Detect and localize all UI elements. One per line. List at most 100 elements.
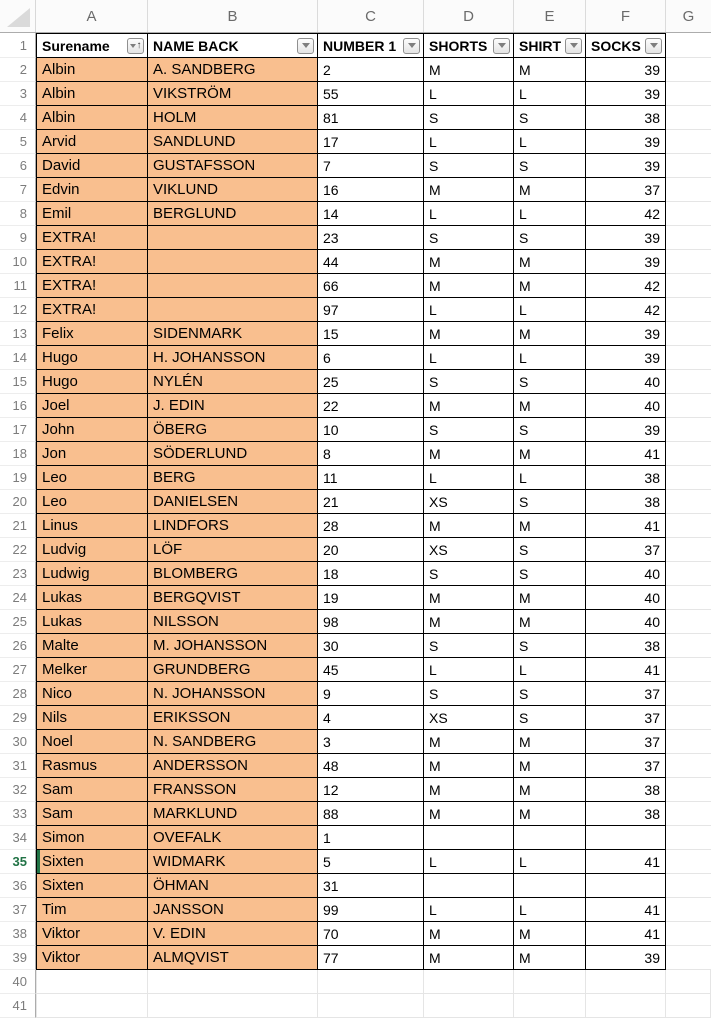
cell-D37[interactable]: L — [424, 898, 514, 922]
cell-G34[interactable] — [666, 826, 711, 850]
cell-C6[interactable]: 7 — [318, 154, 424, 178]
cell-B7[interactable]: VIKLUND — [148, 178, 318, 202]
cell-D18[interactable]: M — [424, 442, 514, 466]
cell-G8[interactable] — [666, 202, 711, 226]
row-header-8[interactable]: 8 — [0, 202, 36, 226]
header-cell-socks[interactable]: SOCKS — [586, 33, 666, 58]
cell-B16[interactable]: J. EDIN — [148, 394, 318, 418]
column-header-E[interactable]: E — [514, 0, 586, 32]
cell-F36[interactable] — [586, 874, 666, 898]
row-header-25[interactable]: 25 — [0, 610, 36, 634]
cell-B15[interactable]: NYLÉN — [148, 370, 318, 394]
cell-C39[interactable]: 77 — [318, 946, 424, 970]
cell-F25[interactable]: 40 — [586, 610, 666, 634]
cell-E35[interactable]: L — [514, 850, 586, 874]
cell-B22[interactable]: LÖF — [148, 538, 318, 562]
row-header-28[interactable]: 28 — [0, 682, 36, 706]
cell-A17[interactable]: John — [36, 418, 148, 442]
cell-A32[interactable]: Sam — [36, 778, 148, 802]
cell-G30[interactable] — [666, 730, 711, 754]
cell-C40[interactable] — [318, 970, 424, 994]
cell-C32[interactable]: 12 — [318, 778, 424, 802]
cell-D40[interactable] — [424, 970, 514, 994]
cell-C3[interactable]: 55 — [318, 82, 424, 106]
cell-C29[interactable]: 4 — [318, 706, 424, 730]
cell-E26[interactable]: S — [514, 634, 586, 658]
filter-button-name-back[interactable] — [297, 37, 314, 54]
cell-E33[interactable]: M — [514, 802, 586, 826]
cell-D41[interactable] — [424, 994, 514, 1018]
cell-G12[interactable] — [666, 298, 711, 322]
cell-G17[interactable] — [666, 418, 711, 442]
cell-E30[interactable]: M — [514, 730, 586, 754]
header-cell-name-back[interactable]: NAME BACK — [148, 33, 318, 58]
cell-F15[interactable]: 40 — [586, 370, 666, 394]
cell-G11[interactable] — [666, 274, 711, 298]
cell-G38[interactable] — [666, 922, 711, 946]
cell-F21[interactable]: 41 — [586, 514, 666, 538]
row-header-32[interactable]: 32 — [0, 778, 36, 802]
cell-B39[interactable]: ALMQVIST — [148, 946, 318, 970]
cell-D11[interactable]: M — [424, 274, 514, 298]
cell-D36[interactable] — [424, 874, 514, 898]
cell-E12[interactable]: L — [514, 298, 586, 322]
filter-button-socks[interactable] — [645, 37, 662, 54]
row-header-7[interactable]: 7 — [0, 178, 36, 202]
cell-C17[interactable]: 10 — [318, 418, 424, 442]
cell-D38[interactable]: M — [424, 922, 514, 946]
cell-A28[interactable]: Nico — [36, 682, 148, 706]
cell-A36[interactable]: Sixten — [36, 874, 148, 898]
cell-F30[interactable]: 37 — [586, 730, 666, 754]
cell-C15[interactable]: 25 — [318, 370, 424, 394]
cell-B14[interactable]: H. JOHANSSON — [148, 346, 318, 370]
cell-D5[interactable]: L — [424, 130, 514, 154]
cell-A31[interactable]: Rasmus — [36, 754, 148, 778]
cell-C14[interactable]: 6 — [318, 346, 424, 370]
row-header-38[interactable]: 38 — [0, 922, 36, 946]
cell-A4[interactable]: Albin — [36, 106, 148, 130]
row-header-40[interactable]: 40 — [0, 970, 36, 994]
header-cell-shirt[interactable]: SHIRT — [514, 33, 586, 58]
cell-G31[interactable] — [666, 754, 711, 778]
cell-A16[interactable]: Joel — [36, 394, 148, 418]
cell-D14[interactable]: L — [424, 346, 514, 370]
row-header-41[interactable]: 41 — [0, 994, 36, 1018]
cell-B9[interactable] — [148, 226, 318, 250]
cell-A22[interactable]: Ludvig — [36, 538, 148, 562]
cell-G1[interactable] — [666, 33, 711, 58]
cell-F33[interactable]: 38 — [586, 802, 666, 826]
row-header-3[interactable]: 3 — [0, 82, 36, 106]
column-header-F[interactable]: F — [586, 0, 666, 32]
cell-E38[interactable]: M — [514, 922, 586, 946]
row-header-10[interactable]: 10 — [0, 250, 36, 274]
cell-C13[interactable]: 15 — [318, 322, 424, 346]
cell-G19[interactable] — [666, 466, 711, 490]
cell-B29[interactable]: ERIKSSON — [148, 706, 318, 730]
cell-C23[interactable]: 18 — [318, 562, 424, 586]
row-header-6[interactable]: 6 — [0, 154, 36, 178]
cell-C12[interactable]: 97 — [318, 298, 424, 322]
column-header-D[interactable]: D — [424, 0, 514, 32]
cell-B3[interactable]: VIKSTRÖM — [148, 82, 318, 106]
cell-F11[interactable]: 42 — [586, 274, 666, 298]
cell-E21[interactable]: M — [514, 514, 586, 538]
cell-C26[interactable]: 30 — [318, 634, 424, 658]
cell-A14[interactable]: Hugo — [36, 346, 148, 370]
cell-F6[interactable]: 39 — [586, 154, 666, 178]
row-header-27[interactable]: 27 — [0, 658, 36, 682]
cell-C28[interactable]: 9 — [318, 682, 424, 706]
cell-A41[interactable] — [36, 994, 148, 1018]
row-header-39[interactable]: 39 — [0, 946, 36, 970]
cell-G9[interactable] — [666, 226, 711, 250]
cell-E14[interactable]: L — [514, 346, 586, 370]
cell-G4[interactable] — [666, 106, 711, 130]
cell-D24[interactable]: M — [424, 586, 514, 610]
cell-F35[interactable]: 41 — [586, 850, 666, 874]
cell-B4[interactable]: HOLM — [148, 106, 318, 130]
cell-B11[interactable] — [148, 274, 318, 298]
cell-E10[interactable]: M — [514, 250, 586, 274]
cell-B37[interactable]: JANSSON — [148, 898, 318, 922]
cell-E29[interactable]: S — [514, 706, 586, 730]
cell-E18[interactable]: M — [514, 442, 586, 466]
row-header-14[interactable]: 14 — [0, 346, 36, 370]
